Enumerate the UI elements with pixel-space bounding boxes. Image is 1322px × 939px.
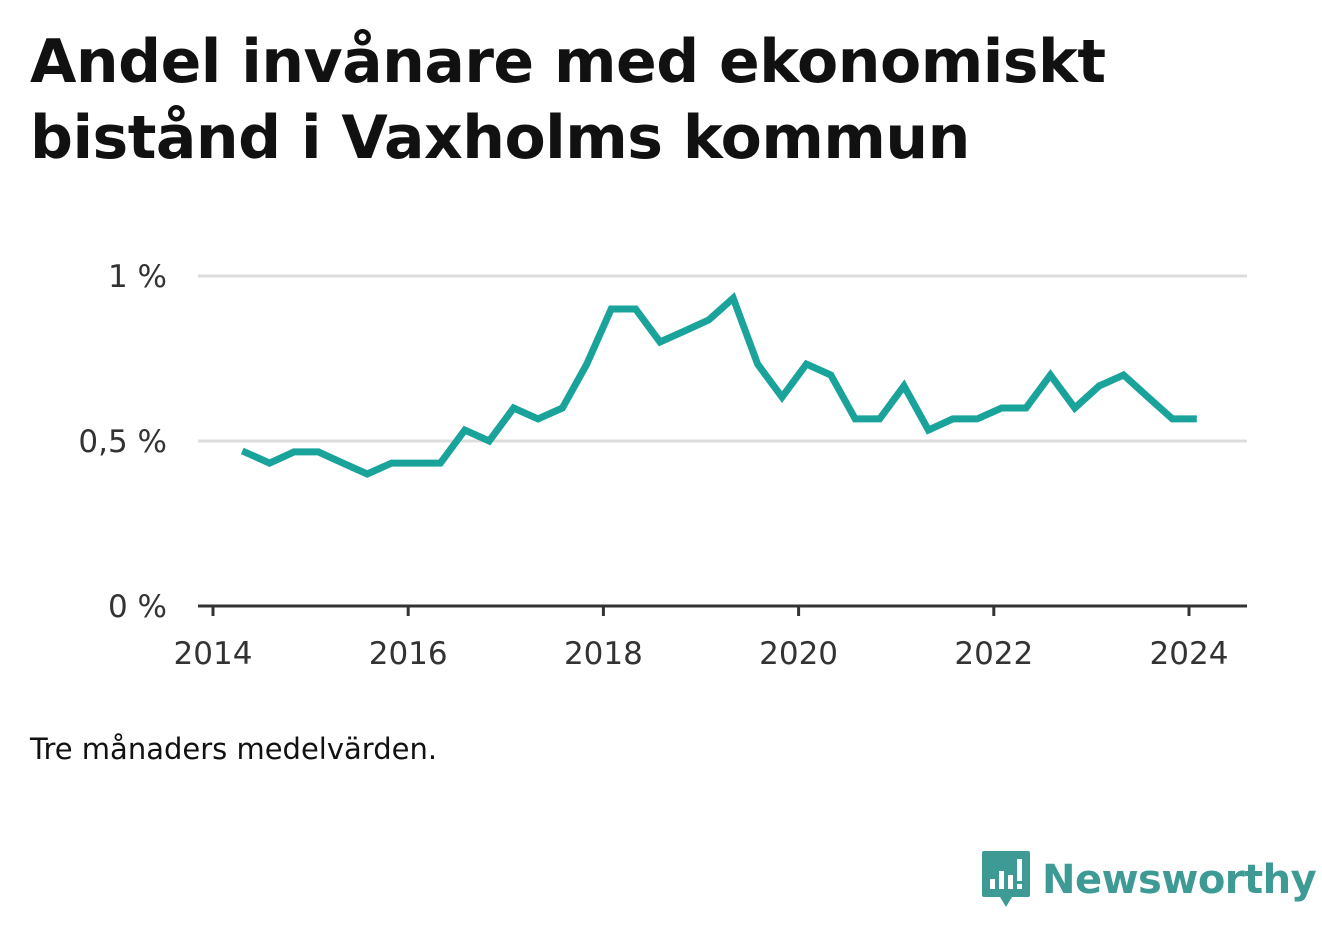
- x-tick-label: 2016: [369, 636, 448, 672]
- chart-title: Andel invånare med ekonomiskt bistånd i …: [30, 27, 1106, 173]
- brand-logo: Newsworthy: [980, 848, 1317, 912]
- x-tick-label: 2022: [954, 636, 1033, 672]
- x-tick-label: 2020: [759, 636, 838, 672]
- y-tick-label: 0 %: [108, 589, 167, 625]
- chart-note: Tre månaders medelvärden.: [30, 732, 438, 766]
- x-axis: [198, 604, 1247, 616]
- grid-lines: [198, 274, 1247, 443]
- brand-name: Newsworthy: [1042, 857, 1317, 903]
- x-tick-label: 2018: [564, 636, 643, 672]
- newsworthy-logo-icon: [982, 851, 1030, 907]
- y-axis-labels: 0 % 0,5 % 1 %: [78, 259, 167, 625]
- x-axis-labels: 2014 2016 2018 2020 2022 2024: [174, 636, 1229, 672]
- x-tick-label: 2024: [1150, 636, 1229, 672]
- y-tick-label: 0,5 %: [78, 424, 167, 460]
- x-tick-label: 2014: [174, 636, 253, 672]
- series-line: [240, 292, 1197, 478]
- series-layer: [240, 292, 1197, 478]
- line-chart: 0 % 0,5 % 1 % 2014 2016 2018 2020 2022 2024: [78, 259, 1247, 672]
- y-tick-label: 1 %: [108, 259, 167, 295]
